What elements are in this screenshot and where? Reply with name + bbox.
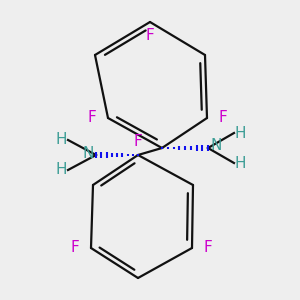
Text: F: F — [219, 110, 227, 125]
Text: H: H — [235, 125, 247, 140]
Text: H: H — [56, 133, 67, 148]
Text: H: H — [56, 163, 67, 178]
Text: F: F — [70, 241, 80, 256]
Text: N: N — [210, 139, 221, 154]
Text: N: N — [82, 146, 94, 160]
Text: H: H — [235, 155, 247, 170]
Text: F: F — [134, 134, 142, 149]
Text: F: F — [204, 241, 212, 256]
Text: F: F — [146, 28, 154, 43]
Text: F: F — [88, 110, 96, 125]
